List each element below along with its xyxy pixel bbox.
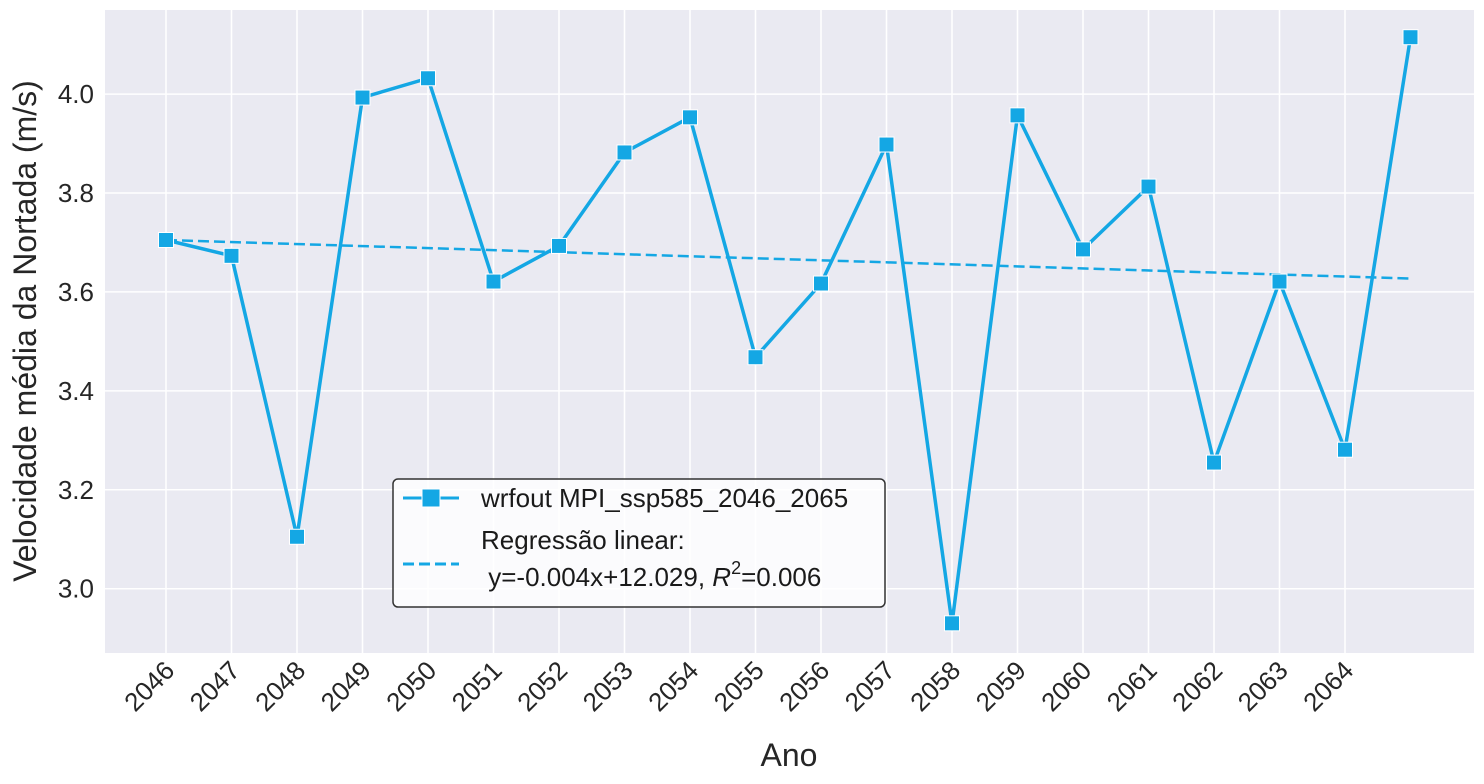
legend-regression-label-line2: y=-0.004x+12.029, R2=0.006 [481,558,821,592]
x-tick-label: 2055 [708,655,770,717]
x-tick-label: 2049 [315,655,377,717]
data-point-marker [551,237,567,254]
y-tick-label: 3.6 [58,277,94,307]
data-point-marker [682,109,698,126]
data-point-marker [616,144,633,161]
data-point-marker [1206,454,1222,471]
y-axis-title: Velocidade média da Nortada (m/s) [7,80,43,582]
legend-series-label: wrfout MPI_ssp585_2046_2065 [480,483,848,513]
x-tick-label: 2058 [904,655,966,717]
x-tick-label: 2061 [1101,655,1163,717]
y-tick-label: 3.4 [58,376,94,406]
x-tick-label: 2052 [511,655,573,717]
y-tick-label: 3.2 [58,475,94,505]
x-tick-label: 2057 [839,655,901,717]
series-markers [158,29,1419,632]
regression-r2-value: =0.006 [741,562,821,592]
x-tick-label: 2048 [249,655,311,717]
series-line [165,36,1413,626]
data-point-marker [878,136,895,153]
x-tick-label: 2047 [184,655,246,717]
data-point-marker [944,615,960,632]
x-tick-label: 2062 [1166,655,1228,717]
x-axis-title: Ano [761,737,818,773]
data-point-marker [1009,107,1026,124]
y-tick-label: 3.0 [58,574,94,604]
data-point-marker [1402,29,1419,46]
legend-regression-label-line1: Regressão linear: [481,525,685,555]
x-tick-label: 2054 [642,655,704,717]
data-point-marker [747,349,764,366]
data-point-marker [485,273,502,290]
x-tick-labels: 2046 2047 2048 2049 2050 2051 2052 2053 2054 2055… [118,655,1359,717]
x-tick-label: 2059 [970,655,1032,717]
x-tick-label: 2060 [1035,655,1097,717]
data-point-marker [354,89,371,106]
data-point-marker [223,247,240,264]
x-tick-label: 2051 [446,655,508,717]
legend: wrfout MPI_ssp585_2046_2065 Regressão li… [392,478,886,608]
x-tick-label: 2046 [118,655,180,717]
x-tick-label: 2053 [577,655,639,717]
y-gridlines [105,93,1474,590]
data-point-marker [1075,241,1091,258]
legend-box [392,478,886,608]
data-point-marker [813,275,829,292]
x-tick-label: 2056 [773,655,835,717]
regression-r-symbol: R [712,562,731,592]
data-point-marker [1140,178,1157,195]
y-tick-labels: 3.0 3.2 3.4 3.6 3.8 4.0 [58,79,94,604]
data-point-marker [1337,441,1353,458]
legend-series-marker [421,488,441,508]
x-tick-label: 2063 [1232,655,1294,717]
x-tick-label: 2050 [380,655,442,717]
regression-r-superscript: 2 [731,558,741,578]
data-point-marker [158,231,174,248]
y-tick-label: 4.0 [58,79,94,109]
y-tick-label: 3.8 [58,178,94,208]
x-tick-label: 2064 [1297,655,1359,717]
data-point-marker [289,528,305,545]
data-point-marker [420,70,436,87]
data-point-marker [1271,273,1288,290]
regression-equation: y=-0.004x+12.029, [481,562,712,592]
